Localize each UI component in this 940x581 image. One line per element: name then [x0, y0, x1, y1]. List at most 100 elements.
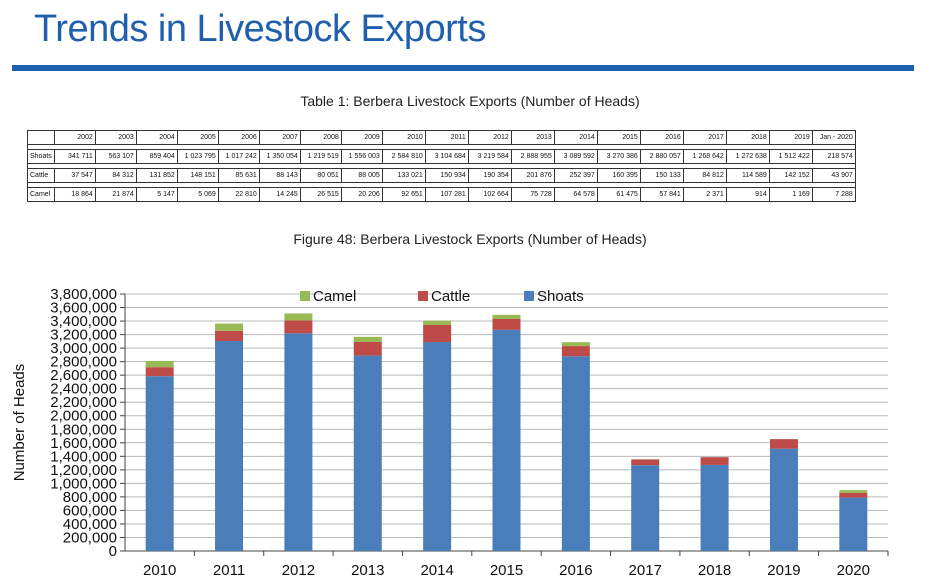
table-cell: 2 888 955	[510, 149, 555, 164]
table-cell: 75 728	[510, 187, 555, 202]
table-cell: 218 574	[811, 149, 856, 164]
bar-segment-camel	[145, 360, 174, 368]
table-spacer	[27, 163, 856, 169]
table-cell: 1 272 638	[725, 149, 770, 164]
table-cell: 114 589	[725, 168, 770, 183]
table-column-header: 2017	[682, 130, 727, 145]
table-column-header: 2015	[596, 130, 641, 145]
table-cell: 43 907	[811, 168, 856, 183]
table-cell: 914	[725, 187, 770, 202]
table-column-header: 2006	[217, 130, 260, 145]
table-column-header: 2007	[258, 130, 301, 145]
x-tick-label: 2016	[559, 562, 592, 579]
stacked-bar-chart: 0200,000400,000600,000800,0001,000,0001,…	[11, 286, 889, 579]
table-cell: 3 089 592	[553, 149, 598, 164]
bar-segment-shoats	[284, 333, 313, 551]
bar-segment-shoats	[353, 355, 382, 551]
bar-segment-shoats	[631, 465, 660, 551]
table-cell: 22 810	[217, 187, 260, 202]
table-cell: 563 107	[94, 149, 137, 164]
bar-segment-cattle	[145, 367, 174, 377]
bar-segment-shoats	[769, 448, 798, 551]
table-column-header: 2018	[725, 130, 770, 145]
table-cell: 150 133	[639, 168, 684, 183]
title-divider	[12, 65, 914, 71]
x-tick-label: 2015	[490, 562, 523, 579]
bar-segment-cattle	[839, 492, 868, 498]
table-column-header: 2014	[553, 130, 598, 145]
bar-segment-shoats	[492, 329, 521, 551]
bar-segment-camel	[839, 490, 868, 493]
table-cell: 61 475	[596, 187, 641, 202]
y-tick-label: 2,400,000	[50, 381, 117, 398]
bar-segment-cattle	[700, 457, 729, 465]
table-cell: 80 051	[299, 168, 342, 183]
y-tick-label: 2,800,000	[50, 354, 117, 371]
legend-swatch	[524, 291, 534, 301]
table-column-header: 2012	[467, 130, 512, 145]
x-tick-label: 2011	[213, 562, 245, 579]
table-caption: Table 1: Berbera Livestock Exports (Numb…	[300, 93, 640, 109]
table-cell: 2 880 057	[639, 149, 684, 164]
table-cell: 1 017 242	[217, 149, 260, 164]
table-cell: 1 023 795	[176, 149, 219, 164]
bar-segment-shoats	[145, 376, 174, 551]
table-cell: 37 547	[53, 168, 96, 183]
page-title: Trends in Livestock Exports	[34, 8, 486, 50]
y-tick-label: 1,000,000	[50, 475, 117, 492]
bar-segment-cattle	[631, 459, 660, 466]
table-cell: 64 578	[553, 187, 598, 202]
table-cell: 84 312	[94, 168, 137, 183]
table-row-label: Shoats	[27, 149, 55, 164]
x-tick-label: 2014	[420, 562, 453, 579]
table-row-label: Camel	[27, 187, 55, 202]
table-column-header: 2013	[510, 130, 555, 145]
bar-segment-camel	[423, 320, 452, 325]
table-cell: 3 104 684	[424, 149, 469, 164]
y-tick-label: 2,000,000	[50, 408, 117, 425]
bar-segment-camel	[215, 323, 244, 331]
table-column-header: 2009	[340, 130, 383, 145]
table-cell: 92 651	[381, 187, 426, 202]
table-cell: 160 395	[596, 168, 641, 183]
table-column-header: Jan - 2020	[811, 130, 856, 145]
x-tick-label: 2017	[629, 562, 662, 579]
table-cell: 133 021	[381, 168, 426, 183]
table-spacer	[27, 182, 856, 188]
y-axis-label: Number of Heads	[11, 364, 28, 482]
table-cell: 7 288	[811, 187, 856, 202]
table-cell: 57 841	[639, 187, 684, 202]
y-tick-label: 200,000	[63, 529, 117, 546]
x-tick-label: 2013	[351, 562, 384, 579]
table-column-header: 2010	[381, 130, 426, 145]
table-cell: 1 219 519	[299, 149, 342, 164]
x-tick-label: 2020	[837, 562, 870, 579]
y-tick-label: 3,000,000	[50, 340, 117, 357]
x-tick-label: 2018	[698, 562, 731, 579]
table-column-header: 2004	[135, 130, 178, 145]
table-cell: 5 069	[176, 187, 219, 202]
table-cell: 5 147	[135, 187, 178, 202]
y-tick-label: 800,000	[63, 489, 117, 506]
y-tick-label: 1,200,000	[50, 462, 117, 479]
bar-segment-cattle	[769, 439, 798, 449]
table-row: Cattle 37 547 84 312 131 852 148 151 85 631 88…	[27, 168, 856, 183]
table-cell: 341 711	[53, 149, 96, 164]
legend-swatch	[418, 291, 428, 301]
y-tick-label: 3,800,000	[50, 286, 117, 303]
y-tick-label: 600,000	[63, 502, 117, 519]
bar-segment-camel	[561, 342, 590, 347]
table-row: Camel 18 864 21 874 5 147 5 069 22 810 14 245 2…	[27, 187, 856, 202]
legend-label: Cattle	[431, 288, 470, 305]
table-cell: 21 874	[94, 187, 137, 202]
x-tick-label: 2012	[282, 562, 315, 579]
table-cell: 3 270 386	[596, 149, 641, 164]
table-cell: 148 151	[176, 168, 219, 183]
y-tick-label: 1,400,000	[50, 448, 117, 465]
bar-segment-cattle	[492, 318, 521, 330]
table-cell: 131 852	[135, 168, 178, 183]
table-cell: 85 631	[217, 168, 260, 183]
x-tick-label: 2010	[143, 562, 176, 579]
table-header-row: 2002 2003 2004 2005 2006 2007 2008 2009 2010 2011…	[27, 130, 856, 145]
y-tick-label: 1,600,000	[50, 435, 117, 452]
